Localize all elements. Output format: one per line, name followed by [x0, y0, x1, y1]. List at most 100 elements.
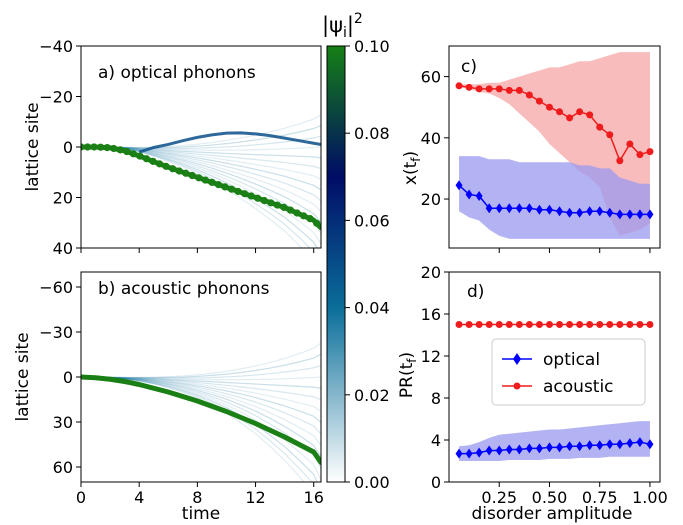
heat-ray — [81, 376, 321, 389]
acoustic-point — [475, 321, 483, 328]
optical-point — [616, 439, 624, 450]
acoustic-point — [566, 321, 574, 328]
acoustic-point — [515, 321, 523, 328]
panel-c-plot — [455, 52, 654, 239]
heat-ray — [81, 376, 321, 480]
acoustic-point — [646, 148, 654, 156]
optical-point — [596, 440, 604, 451]
panel-b-xlabel: time — [182, 504, 220, 524]
heat-packet-dot — [254, 194, 262, 202]
optical-point — [556, 442, 564, 453]
heat-packet-dot — [234, 187, 242, 196]
ytick-label: 20 — [53, 189, 73, 208]
heat-packet-dot — [286, 206, 295, 214]
optical-point — [606, 207, 614, 218]
panel-b-heatmap — [81, 342, 321, 482]
ytick-label: 4 — [431, 431, 441, 450]
heat-ray — [81, 365, 321, 379]
heat-ray — [81, 376, 321, 435]
heat-packet-dot — [83, 143, 92, 151]
panel-c-ylabel: x(tf) — [401, 151, 423, 185]
ytick-label: 0 — [63, 368, 73, 387]
panel-d-title: d) — [467, 282, 484, 302]
xtick-label: 0 — [76, 488, 86, 507]
acoustic-point — [495, 85, 503, 93]
heat-packet-dot — [201, 176, 209, 184]
heat-packet-dot — [214, 181, 223, 189]
acoustic-point — [545, 321, 553, 328]
acoustic-point — [495, 321, 503, 328]
optical-point — [566, 441, 574, 452]
acoustic-point — [455, 82, 463, 90]
ytick-label: 60 — [421, 68, 441, 87]
acoustic-point — [556, 108, 564, 116]
optical-point — [586, 206, 594, 217]
optical-point — [485, 445, 493, 456]
ytick-label: 40 — [421, 129, 441, 148]
colorbar-tick-label: 0.02 — [354, 386, 390, 405]
optical-point — [515, 203, 523, 214]
heat-packet-dot — [116, 146, 124, 154]
optical-point — [606, 439, 614, 450]
ytick-label: 16 — [421, 305, 441, 324]
heat-packet-dot — [155, 160, 164, 168]
ytick-label: 30 — [53, 413, 73, 432]
acoustic-point — [515, 86, 523, 94]
heat-packet-dot — [299, 212, 308, 220]
panel-d-frame — [448, 271, 661, 483]
optical-point — [515, 444, 523, 455]
heat-packet-dot — [241, 190, 249, 198]
xtick-label: 1.00 — [632, 488, 668, 507]
panel-c-title: c) — [461, 57, 477, 77]
optical-point — [566, 207, 574, 218]
acoustic-point — [475, 85, 483, 93]
optical-point — [535, 443, 543, 454]
optical-point — [576, 441, 584, 452]
legend-acoustic-marker — [513, 382, 521, 390]
heat-packet-dot — [260, 196, 268, 205]
acoustic-point — [545, 103, 553, 111]
ytick-label: 20 — [421, 190, 441, 209]
panel-c: 20 40 60 c) x(tf) — [401, 45, 661, 253]
optical-point — [636, 437, 644, 448]
optical-point — [586, 440, 594, 451]
ytick-label: −20 — [39, 88, 73, 107]
acoustic-point — [505, 321, 513, 328]
panel-d: 0 4 8 12 16 20 0.25 0.50 0.75 1.00 d) PR(tf) diso… — [397, 263, 668, 524]
heat-packet-dot — [313, 219, 321, 227]
acoustic-point — [525, 91, 533, 99]
ytick-label: −30 — [39, 323, 73, 342]
optical-point — [455, 448, 463, 459]
acoustic-point — [576, 321, 584, 328]
panel-a-axes: −40 −20 0 20 40 — [39, 37, 315, 258]
panel-a-title: a) optical phonons — [98, 63, 256, 83]
heat-ray — [81, 146, 303, 248]
optical-point — [576, 207, 584, 218]
xtick-label: 0.50 — [532, 488, 568, 507]
heat-packet-dot — [306, 215, 314, 223]
acoustic-point — [525, 321, 533, 328]
heat-packet-dot — [90, 143, 98, 151]
heat-ray — [81, 353, 321, 379]
legend-optical-label: optical — [543, 350, 600, 370]
acoustic-point — [576, 108, 584, 116]
heat-packet-dot — [273, 201, 281, 209]
heat-packet-dot — [247, 192, 255, 200]
optical-band — [459, 156, 650, 239]
optical-point — [465, 189, 473, 200]
panel-d-ylabel: PR(tf) — [397, 352, 419, 398]
acoustic-point — [636, 321, 644, 328]
colorbar-tick-label: 0.00 — [354, 473, 390, 492]
panel-b-title: b) acoustic phonons — [98, 279, 270, 299]
heat-packet-dot — [175, 167, 183, 175]
colorbar-tick-label: 0.04 — [354, 299, 390, 318]
ytick-label: 0 — [431, 473, 441, 492]
ytick-label: −60 — [39, 278, 73, 297]
heat-ray — [81, 376, 321, 381]
optical-point — [525, 203, 533, 214]
acoustic-point — [596, 123, 604, 131]
optical-point — [616, 209, 624, 220]
heat-ray — [81, 376, 321, 458]
acoustic-point — [535, 321, 543, 328]
